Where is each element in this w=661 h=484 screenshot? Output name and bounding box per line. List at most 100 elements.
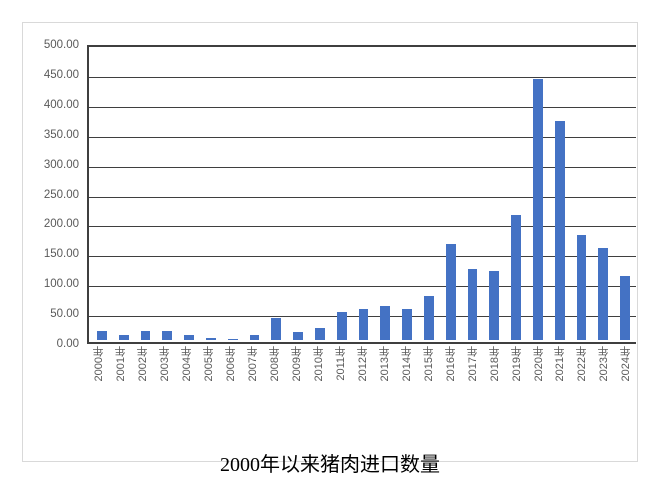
x-tick-label: 2008年 (269, 346, 282, 382)
x-tick-slot: 2003年 (155, 346, 177, 416)
bar-slot (156, 47, 178, 340)
x-tick-label: 2009年 (291, 346, 304, 382)
bar-series (91, 47, 636, 340)
x-tick-slot: 2016年 (440, 346, 462, 416)
bar-slot (614, 47, 636, 340)
x-tick-label: 2022年 (576, 346, 589, 382)
x-tick-label: 2002年 (137, 346, 150, 382)
y-tick-label: 150.00 (43, 248, 79, 261)
bar[interactable] (489, 270, 500, 340)
x-tick-label: 2001年 (115, 346, 128, 382)
bar[interactable] (336, 312, 347, 340)
chart-container: 0.00 50.00 100.00 150.00 200.00 250.00 300.00 3… (22, 22, 638, 476)
y-tick-label: 100.00 (43, 278, 79, 291)
bar-slot (222, 47, 244, 340)
x-tick-label: 2024年 (620, 346, 633, 382)
plot-wrapper (87, 45, 636, 344)
x-tick-label: 2019年 (510, 346, 523, 382)
gridline (89, 106, 636, 108)
chart-title: 2000年以来猪肉进口数量 (220, 454, 440, 476)
bar[interactable] (423, 296, 434, 340)
x-tick-slot: 2015年 (418, 346, 440, 416)
x-tick-slot: 2008年 (265, 346, 287, 416)
x-tick-slot: 2001年 (111, 346, 133, 416)
x-tick-label: 2012年 (356, 346, 369, 382)
x-tick-slot: 2009年 (287, 346, 309, 416)
x-tick-slot: 2018年 (484, 346, 506, 416)
y-tick-label: 450.00 (43, 68, 79, 81)
y-tick-label: 200.00 (43, 218, 79, 231)
x-axis: 2000年 2001年 2002年 2003年 2004年 2005年 2006年 2007年… (89, 346, 638, 416)
y-tick-label: 0.00 (56, 338, 79, 350)
bar[interactable] (314, 328, 325, 340)
x-tick-label: 2010年 (313, 346, 325, 382)
bar[interactable] (162, 331, 173, 340)
bar[interactable] (184, 335, 194, 340)
bar[interactable] (227, 338, 238, 340)
bar-slot (200, 47, 222, 340)
x-tick-slot: 2019年 (506, 346, 528, 416)
x-tick-slot: 2021年 (550, 346, 572, 416)
gridline (89, 226, 636, 228)
bar-slot (353, 47, 375, 340)
bar-slot (374, 47, 396, 340)
bar[interactable] (293, 331, 303, 340)
bar[interactable] (576, 235, 587, 340)
x-tick-label: 2015年 (422, 346, 435, 382)
bar-slot (527, 47, 549, 340)
x-tick-label: 2004年 (181, 346, 194, 382)
bar[interactable] (554, 121, 565, 340)
x-tick-slot: 2002年 (133, 346, 155, 416)
x-tick-slot: 2006年 (221, 346, 243, 416)
bar[interactable] (620, 276, 630, 340)
bar-slot (178, 47, 200, 340)
bar[interactable] (598, 247, 609, 340)
x-tick-label: 2014年 (400, 346, 413, 382)
bar[interactable] (118, 334, 129, 340)
bar-slot (244, 47, 266, 340)
x-tick-label: 2005年 (203, 346, 216, 382)
bar-slot (440, 47, 462, 340)
bar[interactable] (467, 268, 478, 340)
x-tick-slot: 2010年 (309, 346, 331, 416)
bar[interactable] (271, 318, 282, 340)
x-tick-label: 2011年 (334, 346, 347, 381)
x-tick-label: 2016年 (444, 346, 457, 382)
gridline (89, 196, 636, 198)
x-tick-label: 2000年 (93, 346, 106, 382)
x-tick-label: 2003年 (159, 346, 172, 382)
gridline (89, 256, 636, 258)
bar[interactable] (511, 215, 521, 340)
bar[interactable] (380, 306, 391, 340)
x-tick-slot: 2023年 (594, 346, 616, 416)
bar-slot (113, 47, 135, 340)
x-tick-label: 2023年 (598, 346, 611, 382)
bar-slot (135, 47, 157, 340)
bar[interactable] (402, 309, 412, 340)
bar-slot (483, 47, 505, 340)
gridline (89, 136, 636, 138)
gridline (89, 76, 636, 78)
bar[interactable] (97, 331, 107, 340)
x-tick-slot: 2004年 (177, 346, 199, 416)
x-tick-label: 2020年 (532, 346, 545, 382)
y-tick-label: 400.00 (43, 98, 79, 111)
x-tick-slot: 2022年 (572, 346, 594, 416)
bar-slot (396, 47, 418, 340)
x-tick-slot: 2020年 (528, 346, 550, 416)
bar-slot (331, 47, 353, 340)
bar-slot (462, 47, 484, 340)
bar-slot (549, 47, 571, 340)
gridline (89, 166, 636, 168)
bar[interactable] (249, 335, 260, 340)
y-tick-label: 50.00 (50, 308, 79, 321)
bar[interactable] (532, 79, 543, 340)
y-tick-label: 350.00 (43, 128, 79, 141)
x-tick-slot: 2014年 (396, 346, 418, 416)
y-tick-label: 300.00 (43, 158, 79, 171)
x-tick-label: 2007年 (247, 346, 260, 382)
bar[interactable] (445, 243, 456, 340)
bar[interactable] (358, 309, 369, 340)
bar[interactable] (205, 338, 216, 340)
bar[interactable] (140, 331, 151, 340)
